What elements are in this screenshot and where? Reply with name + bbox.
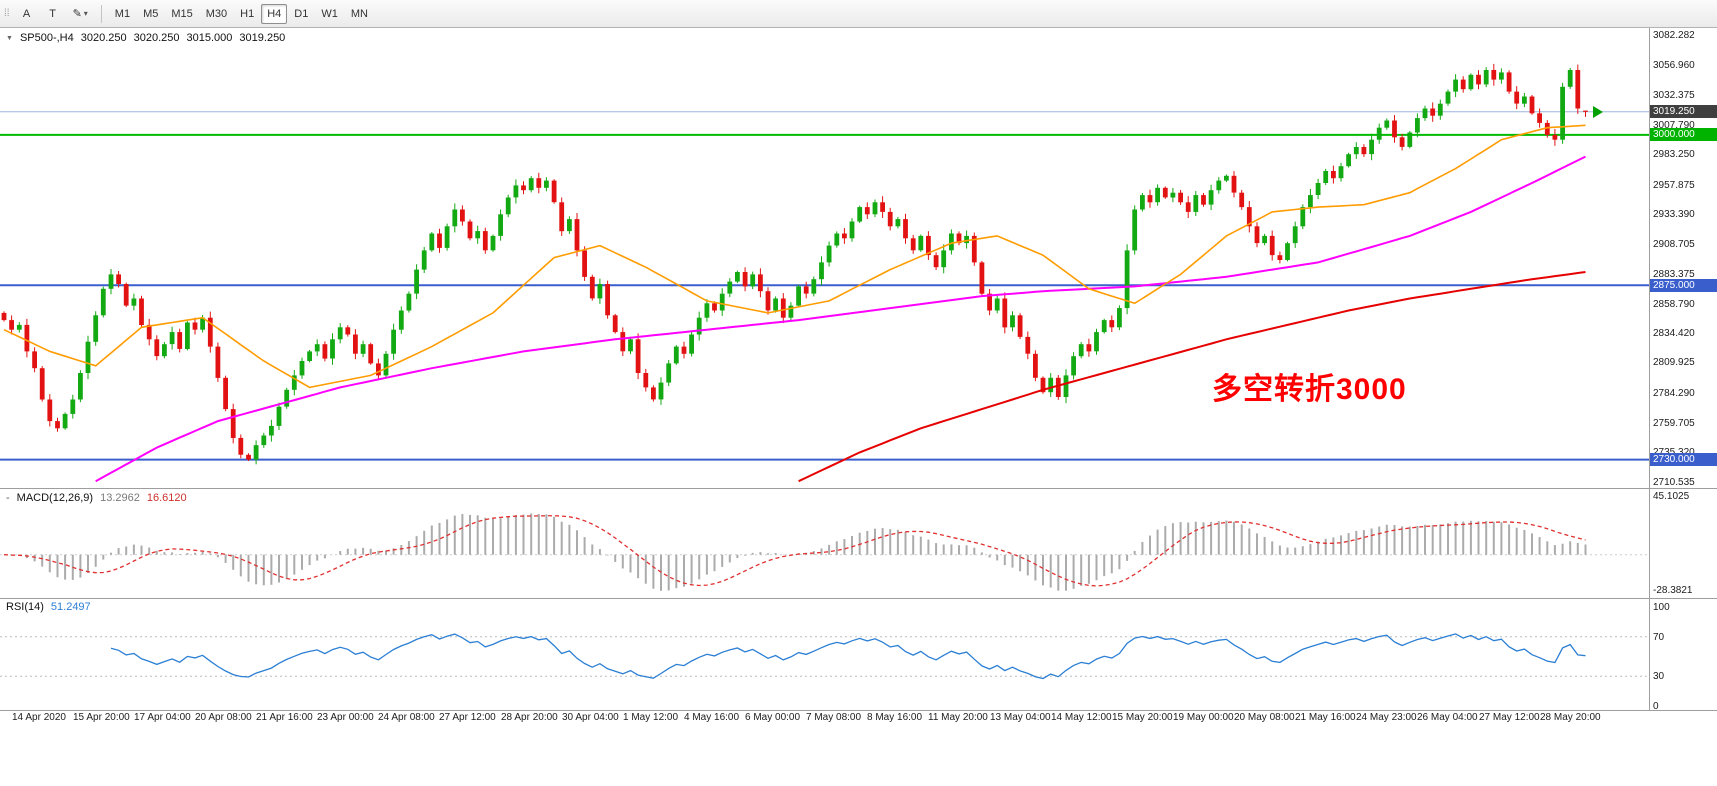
timeframe-button-H4[interactable]: H4 bbox=[261, 3, 288, 24]
price-axis-tick: 2784.290 bbox=[1653, 388, 1695, 399]
symbol-info-line: ▼ SP500-,H4 3020.250 3020.250 3015.000 3… bbox=[6, 32, 285, 44]
ohlc-close: 3019.250 bbox=[239, 32, 286, 44]
price-axis-tick: 2933.390 bbox=[1653, 209, 1695, 220]
price-axis-tick: 3007.790 bbox=[1653, 120, 1695, 131]
price-tag: 3019.250 bbox=[1650, 105, 1717, 118]
timeframe-button-M30[interactable]: M30 bbox=[200, 4, 233, 24]
text-tool-button[interactable]: T bbox=[41, 4, 65, 24]
rsi-axis-label: 0 bbox=[1653, 701, 1659, 712]
price-axis-tick: 2883.375 bbox=[1653, 269, 1695, 280]
time-axis-label: 20 Apr 08:00 bbox=[195, 712, 252, 723]
price-axis-tick: 2710.535 bbox=[1653, 477, 1695, 488]
rsi-axis-label: 100 bbox=[1653, 602, 1670, 613]
price-axis-tick: 2908.705 bbox=[1653, 239, 1695, 250]
current-price-arrow-icon bbox=[1593, 106, 1603, 118]
time-axis-label: 13 May 04:00 bbox=[990, 712, 1051, 723]
panel-divider-macd[interactable] bbox=[0, 486, 1717, 491]
ma_mid-line bbox=[95, 155, 1586, 483]
time-axis-label: 17 Apr 04:00 bbox=[134, 712, 191, 723]
expander-icon[interactable]: ▼ bbox=[6, 34, 13, 42]
rsi-axis-label: 30 bbox=[1653, 671, 1665, 682]
panel-divider-rsi[interactable] bbox=[0, 596, 1717, 601]
price-axis-tick: 2957.875 bbox=[1653, 180, 1695, 191]
macd-axis-label: 45.1025 bbox=[1653, 491, 1690, 502]
toolbar: ⁞⁞ A T ✎ ▾ M1 M5 M15 M30 H1 H4 D1 W1 MN bbox=[0, 0, 1717, 28]
candles-layer bbox=[1, 63, 1588, 465]
ohlc-high: 3020.250 bbox=[133, 32, 180, 44]
time-axis-label: 28 May 20:00 bbox=[1540, 712, 1601, 723]
time-axis-label: 8 May 16:00 bbox=[867, 712, 923, 723]
macd-axis-label: -28.3821 bbox=[1653, 585, 1693, 596]
time-axis-label: 26 May 04:00 bbox=[1417, 712, 1478, 723]
timeframe-button-W1[interactable]: W1 bbox=[315, 4, 344, 24]
price-axis-tick: 2735.320 bbox=[1653, 447, 1695, 458]
ma_slow-line bbox=[798, 271, 1586, 483]
price-tag: 2730.000 bbox=[1650, 453, 1717, 466]
price-axis-tick: 2759.705 bbox=[1653, 418, 1695, 429]
rsi-axis-label: 70 bbox=[1653, 632, 1665, 643]
price-tag: 3000.000 bbox=[1650, 128, 1717, 141]
macd-signal-line bbox=[3, 515, 1586, 587]
price-axis-tick: 3082.282 bbox=[1653, 30, 1695, 41]
time-axis-label: 28 Apr 20:00 bbox=[501, 712, 558, 723]
pencil-icon: ✎ bbox=[72, 8, 82, 20]
price-tag: 2875.000 bbox=[1650, 279, 1717, 292]
timeframe-button-M1[interactable]: M1 bbox=[109, 4, 136, 24]
price-axis-tick: 3032.375 bbox=[1653, 90, 1695, 101]
time-axis-label: 24 Apr 08:00 bbox=[378, 712, 435, 723]
time-axis-label: 27 Apr 12:00 bbox=[439, 712, 496, 723]
chart-annotation-text: 多空转折3000 bbox=[1212, 373, 1407, 406]
timeframe-button-MN[interactable]: MN bbox=[345, 4, 374, 24]
time-axis-label: 27 May 12:00 bbox=[1479, 712, 1540, 723]
price-axis-tick: 3056.960 bbox=[1653, 60, 1695, 71]
rsi-value: 51.2497 bbox=[50, 601, 91, 613]
time-axis-label: 15 May 20:00 bbox=[1112, 712, 1173, 723]
draw-tool-button[interactable]: ✎ ▾ bbox=[67, 4, 94, 24]
chevron-down-icon: ▾ bbox=[83, 9, 88, 18]
macd-collapse-glyph[interactable]: - bbox=[6, 492, 10, 504]
price-axis-tick: 2983.250 bbox=[1653, 149, 1695, 160]
time-axis-label: 20 May 08:00 bbox=[1234, 712, 1295, 723]
toolbar-drag-handle[interactable]: ⁞⁞ bbox=[4, 8, 10, 19]
time-axis-label: 11 May 20:00 bbox=[928, 712, 988, 723]
ohlc-open: 3020.250 bbox=[80, 32, 127, 44]
rsi-label: RSI(14) bbox=[6, 601, 44, 613]
macd-label: MACD(12,26,9) bbox=[16, 492, 94, 504]
time-axis-label: 7 May 08:00 bbox=[806, 712, 862, 723]
time-axis-label: 21 May 16:00 bbox=[1295, 712, 1356, 723]
macd-value-signal: 16.6120 bbox=[146, 492, 187, 504]
time-axis-label: 24 May 23:00 bbox=[1356, 712, 1417, 723]
time-axis-label: 6 May 00:00 bbox=[745, 712, 801, 723]
ma_fast-line bbox=[3, 124, 1586, 389]
time-axis-label: 30 Apr 04:00 bbox=[562, 712, 619, 723]
annotations-button[interactable]: A bbox=[15, 4, 39, 24]
rsi-label-line: RSI(14) 51.2497 bbox=[6, 601, 91, 613]
price-axis-tick: 2834.420 bbox=[1653, 328, 1695, 339]
ohlc-low: 3015.000 bbox=[186, 32, 233, 44]
symbol-name: SP500-,H4 bbox=[19, 32, 74, 44]
timeframe-button-M5[interactable]: M5 bbox=[137, 4, 164, 24]
timeframe-button-H1[interactable]: H1 bbox=[234, 4, 260, 24]
macd-label-line: - MACD(12,26,9) 13.2962 16.6120 bbox=[6, 492, 187, 504]
timeframe-group: M1 M5 M15 M30 H1 H4 D1 W1 MN bbox=[109, 3, 374, 24]
time-axis-label: 1 May 12:00 bbox=[623, 712, 679, 723]
time-axis-label: 23 Apr 00:00 bbox=[317, 712, 374, 723]
toolbar-separator bbox=[100, 4, 102, 23]
macd-value-main: 13.2962 bbox=[100, 492, 140, 504]
price-axis-tick: 2809.925 bbox=[1653, 357, 1695, 368]
rsi-line bbox=[110, 633, 1586, 680]
price-axis-tick: 2858.790 bbox=[1653, 299, 1695, 310]
time-axis-label: 15 Apr 20:00 bbox=[73, 712, 130, 723]
macd-histogram bbox=[10, 513, 1587, 591]
timeframe-button-M15[interactable]: M15 bbox=[165, 4, 198, 24]
time-axis-label: 14 Apr 2020 bbox=[12, 712, 66, 723]
time-axis-label: 21 Apr 16:00 bbox=[256, 712, 313, 723]
time-axis-label: 19 May 00:00 bbox=[1173, 712, 1234, 723]
time-axis-label: 14 May 12:00 bbox=[1051, 712, 1112, 723]
timeframe-button-D1[interactable]: D1 bbox=[288, 4, 314, 24]
time-axis-label: 4 May 16:00 bbox=[684, 712, 740, 723]
